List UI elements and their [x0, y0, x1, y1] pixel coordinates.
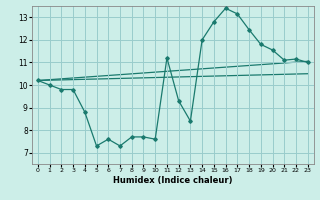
- X-axis label: Humidex (Indice chaleur): Humidex (Indice chaleur): [113, 176, 233, 185]
